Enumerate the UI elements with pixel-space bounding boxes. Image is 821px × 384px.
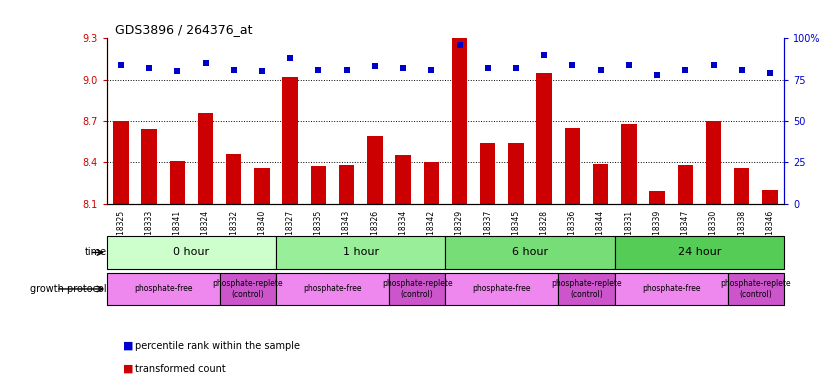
Bar <box>706 121 722 204</box>
Bar <box>593 164 608 204</box>
Point <box>453 42 466 48</box>
Bar <box>282 77 298 204</box>
Text: phosphate-free: phosphate-free <box>303 285 362 293</box>
Bar <box>276 273 389 305</box>
Bar <box>480 143 496 204</box>
Point <box>340 67 353 73</box>
Bar <box>445 236 615 269</box>
Point <box>538 52 551 58</box>
Bar <box>220 273 276 305</box>
Point <box>227 67 241 73</box>
Bar <box>141 129 157 204</box>
Point <box>764 70 777 76</box>
Point <box>622 62 635 68</box>
Text: ■: ■ <box>123 364 134 374</box>
Text: phosphate-replete
(control): phosphate-replete (control) <box>382 279 452 299</box>
Text: ■: ■ <box>123 341 134 351</box>
Point <box>171 68 184 74</box>
Point <box>199 60 212 66</box>
Bar <box>565 128 580 204</box>
Text: percentile rank within the sample: percentile rank within the sample <box>135 341 300 351</box>
Point <box>114 62 127 68</box>
Text: 0 hour: 0 hour <box>173 247 209 258</box>
Text: 6 hour: 6 hour <box>512 247 548 258</box>
Point <box>566 62 579 68</box>
Text: growth protocol: growth protocol <box>30 284 107 294</box>
Point <box>735 67 748 73</box>
Bar <box>395 156 410 204</box>
Point <box>255 68 268 74</box>
Point <box>143 65 156 71</box>
Bar <box>508 143 524 204</box>
Bar <box>677 165 693 204</box>
Bar <box>107 236 276 269</box>
Bar <box>727 273 784 305</box>
Point <box>312 67 325 73</box>
Bar <box>169 161 185 204</box>
Bar <box>226 154 241 204</box>
Text: GDS3896 / 264376_at: GDS3896 / 264376_at <box>115 23 252 36</box>
Point <box>679 67 692 73</box>
Bar <box>452 38 467 204</box>
Bar <box>198 113 213 204</box>
Bar <box>649 191 665 204</box>
Point <box>397 65 410 71</box>
Text: phosphate-replete
(control): phosphate-replete (control) <box>213 279 283 299</box>
Bar <box>310 166 326 204</box>
Text: time: time <box>85 247 107 258</box>
Point <box>650 72 663 78</box>
Bar <box>536 73 552 204</box>
Text: phosphate-replete
(control): phosphate-replete (control) <box>551 279 621 299</box>
Bar <box>621 124 636 204</box>
Text: phosphate-free: phosphate-free <box>473 285 531 293</box>
Text: phosphate-replete
(control): phosphate-replete (control) <box>721 279 791 299</box>
Point <box>481 65 494 71</box>
Bar <box>615 236 784 269</box>
Point <box>283 55 296 61</box>
Bar <box>255 168 270 204</box>
Text: transformed count: transformed count <box>135 364 227 374</box>
Bar <box>389 273 445 305</box>
Text: 1 hour: 1 hour <box>342 247 378 258</box>
Bar <box>762 190 777 204</box>
Point <box>707 62 720 68</box>
Bar <box>615 273 727 305</box>
Point <box>594 67 608 73</box>
Bar <box>367 136 383 204</box>
Point <box>509 65 522 71</box>
Bar <box>107 273 220 305</box>
Point <box>424 67 438 73</box>
Text: 24 hour: 24 hour <box>677 247 721 258</box>
Text: phosphate-free: phosphate-free <box>134 285 192 293</box>
Bar <box>445 273 558 305</box>
Point <box>369 63 382 70</box>
Bar <box>339 165 355 204</box>
Bar <box>734 168 750 204</box>
Bar <box>558 273 615 305</box>
Bar <box>113 121 129 204</box>
Text: phosphate-free: phosphate-free <box>642 285 700 293</box>
Bar <box>424 162 439 204</box>
Bar <box>276 236 445 269</box>
